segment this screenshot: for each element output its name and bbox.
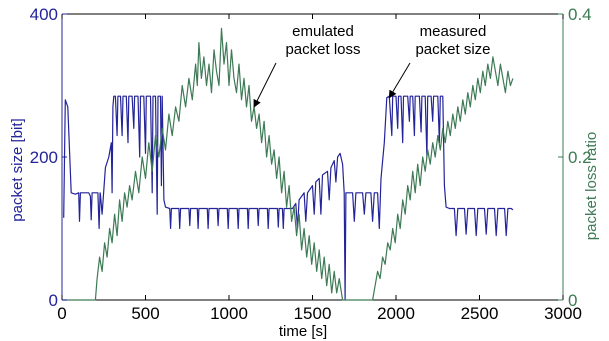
y-axis-label-right: packet loss ratio: [583, 132, 600, 240]
annotation-layer: emulated packet loss measured packet size: [253, 23, 491, 108]
y-tick-label-left: 400: [30, 5, 58, 24]
x-tick-label: 2500: [461, 304, 499, 323]
annotation-arrow: [253, 62, 277, 108]
y-tick-label-right: 0.4: [568, 5, 592, 24]
y-tick-label-left: 0: [49, 291, 58, 310]
packet-size-series-line: [63, 95, 514, 301]
annotation-label: measured packet size: [415, 23, 490, 58]
y-axis-label-left: packet size [bit]: [9, 118, 26, 221]
x-tick-label: 0: [57, 304, 66, 323]
x-tick-label: 3000: [544, 304, 582, 323]
annotation-label: emulated packet loss: [285, 23, 360, 58]
x-tick-label: 1500: [294, 304, 332, 323]
x-tick-label: 1000: [210, 304, 248, 323]
annotation-arrow: [388, 62, 411, 99]
series-layer: [62, 27, 514, 301]
y-tick-label-left: 200: [30, 148, 58, 167]
y-tick-label-right: 0.2: [568, 148, 592, 167]
x-tick-label: 500: [131, 304, 159, 323]
y-tick-label-right: 0: [568, 291, 577, 310]
packet-loss-series-line: [62, 27, 514, 301]
x-tick-label: 2000: [377, 304, 415, 323]
x-axis-label: time [s]: [279, 323, 327, 340]
